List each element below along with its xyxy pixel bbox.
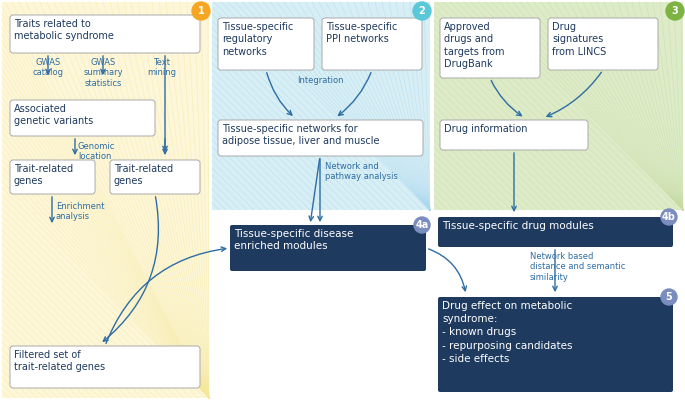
FancyBboxPatch shape <box>218 120 423 156</box>
Text: Tissue-specific
regulatory
networks: Tissue-specific regulatory networks <box>222 22 293 57</box>
Circle shape <box>666 2 684 20</box>
Text: Tissue-specific disease
enriched modules: Tissue-specific disease enriched modules <box>234 229 353 252</box>
FancyBboxPatch shape <box>110 160 200 194</box>
Text: 1: 1 <box>198 6 204 16</box>
Text: Associated
genetic variants: Associated genetic variants <box>14 104 93 126</box>
Bar <box>2 2 209 398</box>
Text: Tissue-specific
PPI networks: Tissue-specific PPI networks <box>326 22 397 44</box>
Circle shape <box>414 217 430 233</box>
FancyBboxPatch shape <box>440 120 588 150</box>
Text: Trait-related
genes: Trait-related genes <box>114 164 173 186</box>
Text: Network based
distance and semantic
similarity: Network based distance and semantic simi… <box>530 252 625 282</box>
Circle shape <box>661 209 677 225</box>
Text: Trait-related
genes: Trait-related genes <box>14 164 73 186</box>
Text: Traits related to
metabolic syndrome: Traits related to metabolic syndrome <box>14 19 114 41</box>
Text: Approved
drugs and
targets from
DrugBank: Approved drugs and targets from DrugBank <box>444 22 504 69</box>
Text: Integration: Integration <box>297 76 343 85</box>
Text: Enrichment
analysis: Enrichment analysis <box>56 202 105 222</box>
Text: Drug effect on metabolic
syndrome:
- known drugs
- repurposing candidates
- side: Drug effect on metabolic syndrome: - kno… <box>442 301 573 364</box>
Text: 3: 3 <box>671 6 678 16</box>
Circle shape <box>413 2 431 20</box>
FancyBboxPatch shape <box>10 100 155 136</box>
Bar <box>212 2 430 210</box>
Text: Drug information: Drug information <box>444 124 527 134</box>
FancyBboxPatch shape <box>10 160 95 194</box>
FancyBboxPatch shape <box>10 346 200 388</box>
FancyBboxPatch shape <box>230 225 426 271</box>
Text: 2: 2 <box>419 6 425 16</box>
FancyBboxPatch shape <box>438 217 673 247</box>
Text: Text
mining: Text mining <box>147 58 177 77</box>
Text: GWAS
summary
statistics: GWAS summary statistics <box>83 58 123 88</box>
Text: 4a: 4a <box>415 220 429 230</box>
Circle shape <box>192 2 210 20</box>
FancyBboxPatch shape <box>548 18 658 70</box>
Text: Tissue-specific drug modules: Tissue-specific drug modules <box>442 221 594 231</box>
Text: Drug
signatures
from LINCS: Drug signatures from LINCS <box>552 22 606 57</box>
Text: GWAS
catalog: GWAS catalog <box>32 58 64 77</box>
Text: Genomic
location: Genomic location <box>78 142 115 161</box>
Text: 4b: 4b <box>662 212 676 222</box>
FancyBboxPatch shape <box>10 15 200 53</box>
FancyBboxPatch shape <box>322 18 422 70</box>
Text: Filtered set of
trait-related genes: Filtered set of trait-related genes <box>14 350 105 372</box>
Text: Network and
pathway analysis: Network and pathway analysis <box>325 162 398 182</box>
Circle shape <box>661 289 677 305</box>
FancyBboxPatch shape <box>438 297 673 392</box>
FancyBboxPatch shape <box>218 18 314 70</box>
Bar <box>434 2 683 210</box>
Text: Tissue-specific networks for
adipose tissue, liver and muscle: Tissue-specific networks for adipose tis… <box>222 124 379 146</box>
Text: 5: 5 <box>666 292 673 302</box>
FancyBboxPatch shape <box>440 18 540 78</box>
